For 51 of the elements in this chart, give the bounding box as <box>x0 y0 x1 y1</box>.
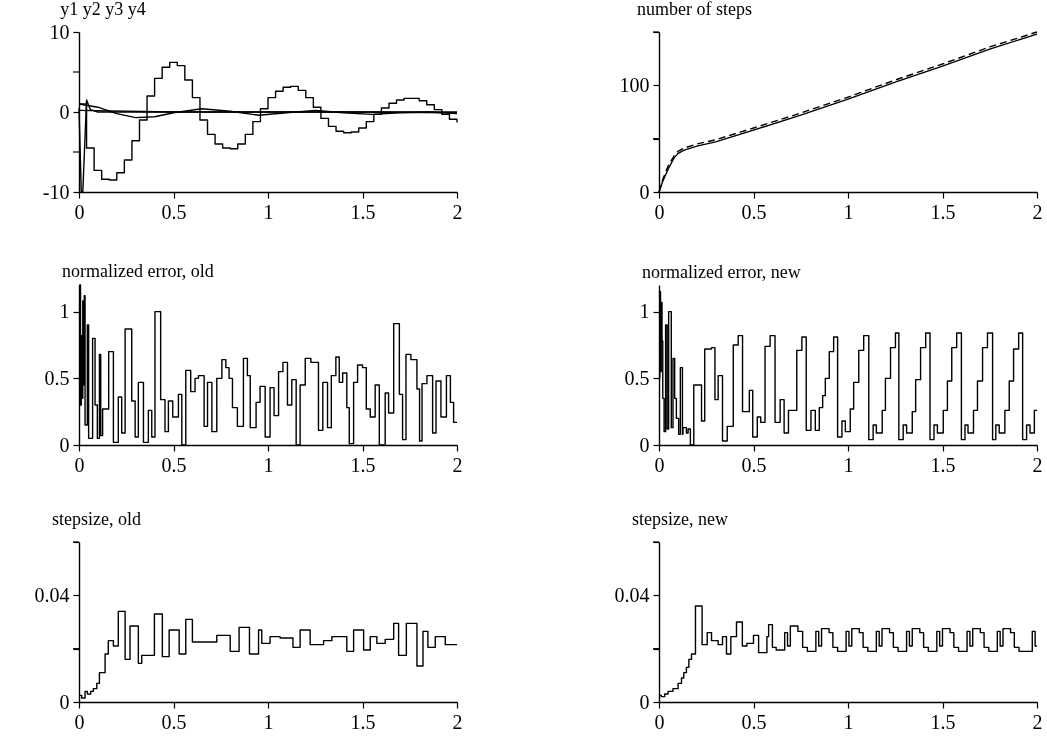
y-tick-label: 100 <box>619 73 650 96</box>
chart-title: stepsize, old <box>52 509 141 529</box>
x-tick-label: 0.5 <box>741 200 767 223</box>
x-tick-label: 0 <box>654 453 665 476</box>
x-tick-label: 0 <box>654 710 665 733</box>
x-tick-label: 1.5 <box>930 453 956 476</box>
chart-title: stepsize, new <box>632 509 728 529</box>
y-tick-label: 0 <box>59 433 70 456</box>
x-tick-label: 2 <box>452 200 463 223</box>
y-tick-label: -10 <box>42 180 70 203</box>
x-tick-label: 0.5 <box>741 710 767 733</box>
x-tick-label: 1.5 <box>930 710 956 733</box>
y-tick-label: 0 <box>639 180 650 203</box>
chart-title: y1 y2 y3 y4 <box>60 0 146 19</box>
x-tick-label: 1 <box>263 453 274 476</box>
x-tick-label: 1.5 <box>930 200 956 223</box>
y-tick-label: 1 <box>59 300 70 323</box>
x-tick-label: 1 <box>263 200 274 223</box>
y-tick-label: 1 <box>639 300 650 323</box>
y-tick-label: 0 <box>59 100 70 123</box>
x-tick-label: 0.5 <box>161 200 187 223</box>
chart-title: normalized error, old <box>62 261 214 282</box>
y-tick-label: 0 <box>639 433 650 456</box>
y-tick-label: 10 <box>49 20 70 43</box>
x-tick-label: 2 <box>1032 453 1043 476</box>
x-tick-label: 2 <box>452 453 463 476</box>
x-tick-label: 0 <box>74 200 85 223</box>
x-tick-label: 0 <box>74 453 85 476</box>
x-tick-label: 1.5 <box>350 710 376 733</box>
y-tick-label: 0.04 <box>614 583 650 606</box>
x-tick-label: 2 <box>1032 200 1043 223</box>
x-tick-label: 1 <box>843 453 854 476</box>
x-tick-label: 2 <box>452 710 463 733</box>
y-tick-label: 0 <box>59 690 70 713</box>
chart-title: normalized error, new <box>642 262 801 282</box>
x-tick-label: 0.5 <box>741 453 767 476</box>
x-tick-label: 2 <box>1032 710 1043 733</box>
chart-title: number of steps <box>637 0 752 19</box>
y-tick-label: 0.04 <box>34 583 70 606</box>
x-tick-label: 0.5 <box>161 453 187 476</box>
y-tick-label: 0.5 <box>44 366 70 389</box>
x-tick-label: 1 <box>843 710 854 733</box>
y-tick-label: 0.5 <box>624 366 650 389</box>
x-tick-label: 1 <box>843 200 854 223</box>
x-tick-label: 0 <box>74 710 85 733</box>
x-tick-label: 0 <box>654 200 665 223</box>
y-tick-label: 0 <box>639 690 650 713</box>
x-tick-label: 0.5 <box>161 710 187 733</box>
x-tick-label: 1.5 <box>350 453 376 476</box>
x-tick-label: 1 <box>263 710 274 733</box>
x-tick-label: 1.5 <box>350 200 376 223</box>
